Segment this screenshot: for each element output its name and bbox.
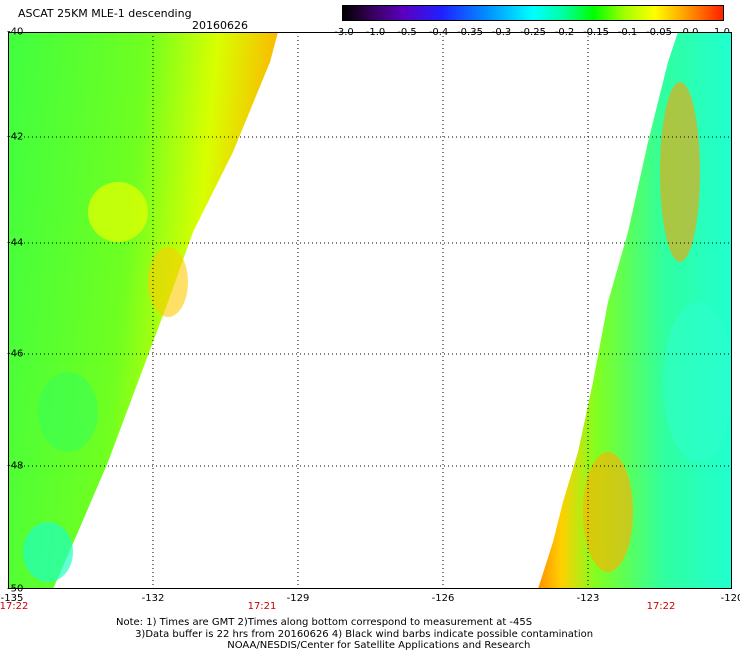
latitude-label: -40 (7, 26, 24, 38)
time-label: 17:22 (0, 601, 29, 612)
map-plot (8, 32, 732, 589)
latitude-label: -44 (7, 237, 24, 249)
time-label: 17:22 (646, 601, 676, 612)
longitude-label: -120 (720, 593, 740, 604)
map-title: ASCAT 25KM MLE-1 descending (18, 7, 192, 20)
longitude-label: -129 (286, 593, 310, 604)
left-swath (8, 32, 278, 589)
latitude-label: -50 (7, 583, 24, 595)
map-date: 20160626 (192, 19, 248, 32)
latitude-label: -48 (7, 460, 24, 472)
longitude-label: -132 (141, 593, 165, 604)
note-line: Note: 1) Times are GMT 2)Times along bot… (116, 617, 533, 628)
longitude-label: -135 (0, 593, 24, 604)
time-label: 17:21 (247, 601, 277, 612)
colorbar (342, 5, 724, 21)
notes: Note: 1) Times are GMT 2)Times along bot… (116, 617, 593, 652)
longitude-label: -123 (576, 593, 600, 604)
latitude-label: -46 (7, 348, 24, 360)
longitude-label: -126 (431, 593, 455, 604)
note-line: 3)Data buffer is 22 hrs from 20160626 4)… (116, 628, 594, 640)
note-line: NOAA/NESDIS/Center for Satellite Applica… (116, 640, 531, 651)
latitude-label: -42 (7, 131, 24, 143)
